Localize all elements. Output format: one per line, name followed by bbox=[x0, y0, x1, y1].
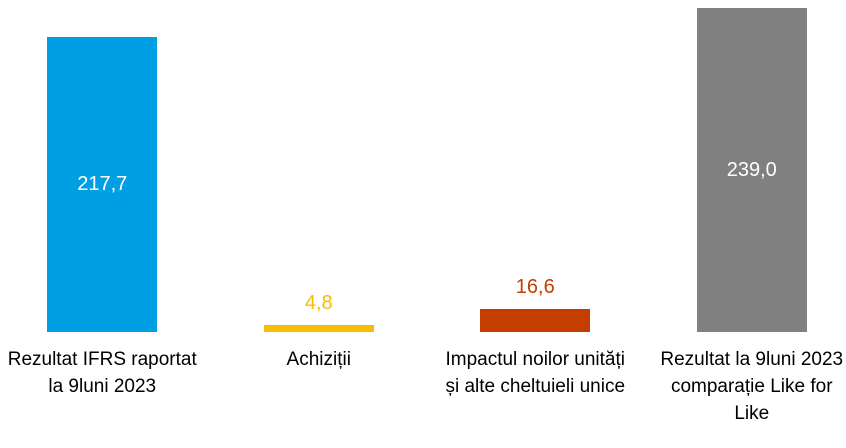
bar bbox=[480, 309, 591, 332]
value-label: 217,7 bbox=[77, 173, 128, 196]
category-label: Impactul noilor unități și alte cheltuie… bbox=[445, 349, 626, 397]
bar bbox=[263, 325, 374, 332]
value-label: 16,6 bbox=[515, 276, 555, 299]
value-label: 4,8 bbox=[304, 292, 333, 315]
value-label: 239,0 bbox=[726, 159, 777, 181]
bar bbox=[47, 36, 158, 332]
category-label: Rezultat la 9luni 2023 comparație Like f… bbox=[660, 349, 844, 424]
category-label: Rezultat IFRS raportat la 9luni 2023 bbox=[7, 349, 197, 397]
category-label: Achiziții bbox=[286, 349, 351, 370]
bar bbox=[696, 8, 807, 332]
